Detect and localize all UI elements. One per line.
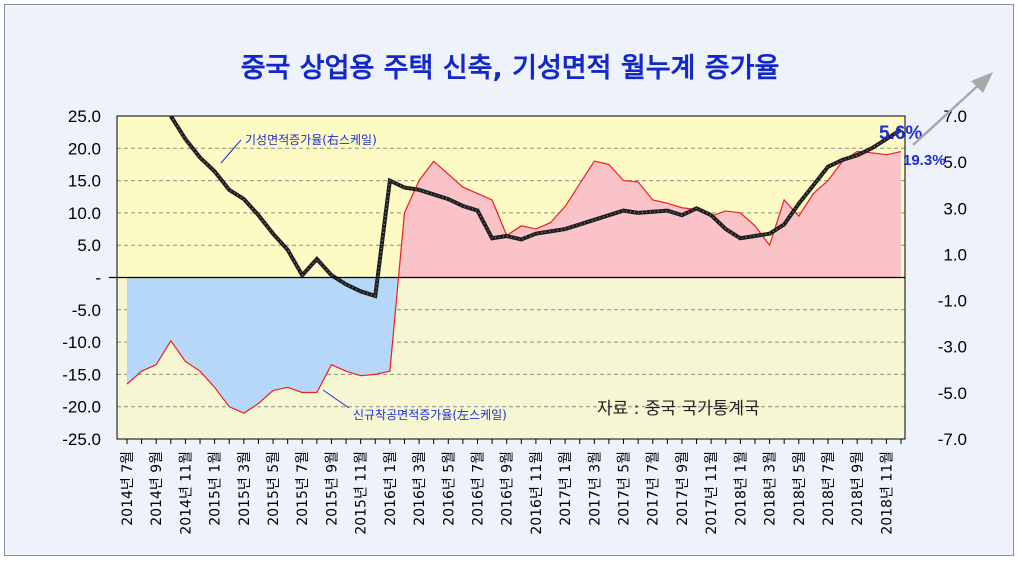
y-right-tick-label: 7.0 bbox=[943, 107, 967, 126]
x-tick-label: 2018년 3월 bbox=[763, 451, 779, 526]
x-tick-label: 2015년 7월 bbox=[295, 451, 311, 526]
trend-arrowhead-icon bbox=[971, 72, 993, 93]
chart-frame: 중국 상업용 주택 신축, 기성면적 월누계 증가율 25.0 20.0 15.0 1… bbox=[4, 4, 1014, 556]
x-tick-label: 2014년 11월 bbox=[178, 451, 194, 535]
x-tick-label: 2015년 9월 bbox=[324, 451, 340, 526]
x-tick-label: 2017년 11월 bbox=[704, 451, 720, 535]
x-tick-label: 2016년 9월 bbox=[500, 451, 516, 526]
x-tick-label: 2017년 9월 bbox=[675, 451, 691, 526]
y-left-tick-label: 10.0 bbox=[68, 204, 101, 223]
annotation-completed: 기성면적증가율(右스케일) bbox=[245, 132, 377, 147]
area-positive bbox=[398, 151, 901, 278]
series-line-new-starts bbox=[126, 150, 902, 414]
x-tick-label: 2016년 1월 bbox=[383, 451, 399, 526]
x-tick-label: 2015년 5월 bbox=[266, 451, 282, 526]
y-left-tick-label: -10.0 bbox=[62, 333, 101, 352]
y-right-tick-label: 5.0 bbox=[943, 153, 967, 172]
x-tick-label: 2014년 9월 bbox=[149, 451, 165, 526]
y-left-tick-label: 15.0 bbox=[68, 172, 101, 191]
y-left-tick-label: 5.0 bbox=[77, 236, 101, 255]
x-tick-label: 2015년 1월 bbox=[208, 451, 224, 526]
annotation-pointer-new-starts bbox=[322, 389, 350, 409]
x-tick-label: 2018년 7월 bbox=[821, 451, 837, 526]
annotation-pointer-completed bbox=[220, 139, 242, 164]
x-tick-label: 2017년 7월 bbox=[646, 451, 662, 526]
end-label-new-starts: 19.3% bbox=[903, 152, 946, 169]
y-right-tick-label: -3.0 bbox=[938, 338, 967, 357]
x-tick-label: 2017년 5월 bbox=[617, 451, 633, 526]
y-left-tick-label: 20.0 bbox=[68, 139, 101, 158]
x-tick-label: 2018년 5월 bbox=[792, 451, 808, 526]
x-tick-label: 2014년 7월 bbox=[120, 451, 136, 526]
area-negative bbox=[127, 277, 399, 414]
x-tick-label: 2016년 7월 bbox=[470, 451, 486, 526]
y-right-tick-label: -7.0 bbox=[938, 430, 967, 449]
y-left-tick-label: -20.0 bbox=[62, 398, 101, 417]
y-right-tick-label: -1.0 bbox=[938, 292, 967, 311]
y-left-tick-label: -5.0 bbox=[72, 301, 101, 320]
source-note: 자료 : 중국 국가통계국 bbox=[597, 399, 760, 419]
y-left-tick-label: - bbox=[95, 269, 101, 288]
x-tick-label: 2015년 11월 bbox=[354, 451, 370, 535]
x-tick-label: 2017년 1월 bbox=[558, 451, 574, 526]
annotation-new-starts: 신규착공면적증가율(左스케일) bbox=[353, 407, 507, 422]
trend-arrow-icon bbox=[912, 80, 984, 146]
y-left-tick-label: -25.0 bbox=[62, 430, 101, 449]
end-label-completed: 5.6% bbox=[879, 123, 922, 144]
y-right-tick-label: 3.0 bbox=[943, 199, 967, 218]
x-tick-label: 2016년 5월 bbox=[441, 451, 457, 526]
y-left-tick-label: -15.0 bbox=[62, 365, 101, 384]
x-tick-label: 2016년 11월 bbox=[529, 451, 545, 535]
x-tick-label: 2018년 1월 bbox=[733, 451, 749, 526]
x-tick-label: 2018년 11월 bbox=[879, 451, 895, 535]
y-right-tick-label: 1.0 bbox=[943, 245, 967, 264]
x-tick-label: 2018년 9월 bbox=[850, 451, 866, 526]
chart-canvas: 중국 상업용 주택 신축, 기성면적 월누계 증가율 25.0 20.0 15.0 1… bbox=[62, 53, 993, 535]
y-right-tick-label: -5.0 bbox=[938, 384, 967, 403]
x-tick-label: 2016년 3월 bbox=[412, 451, 428, 526]
y-left-tick-label: 25.0 bbox=[68, 107, 101, 126]
x-tick-label: 2015년 3월 bbox=[237, 451, 253, 526]
series-line-completed-highlight bbox=[170, 116, 902, 297]
x-tick-label: 2017년 3월 bbox=[587, 451, 603, 526]
chart-title: 중국 상업용 주택 신축, 기성면적 월누계 증가율 bbox=[241, 53, 780, 84]
